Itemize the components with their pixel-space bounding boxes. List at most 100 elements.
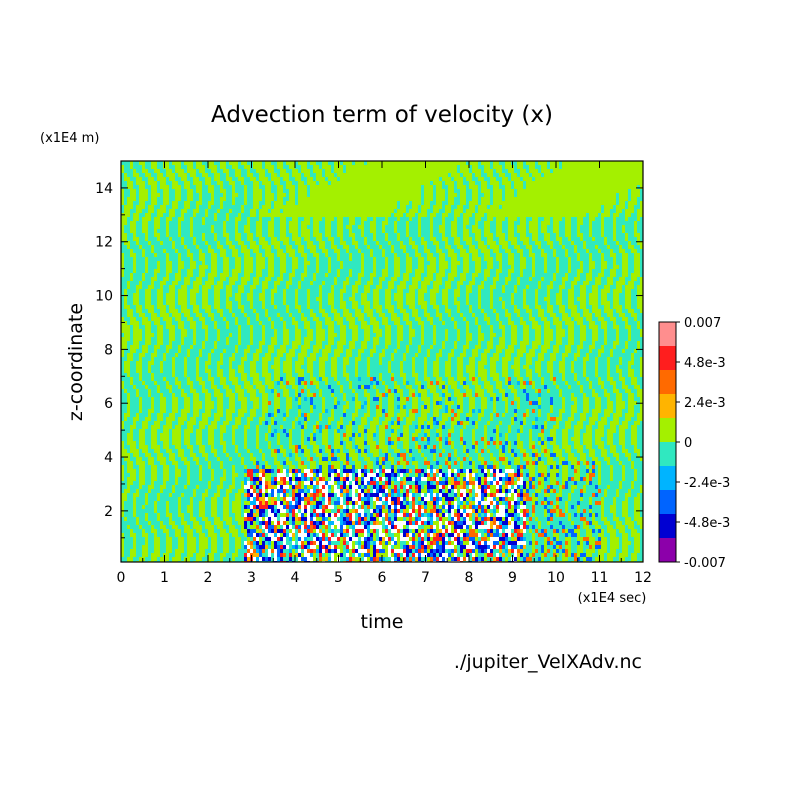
heatmap-cell [130,553,133,557]
heatmap-cell [352,389,355,393]
heatmap-cell [283,217,286,221]
heatmap-cell [211,549,214,553]
heatmap-cell [187,165,190,169]
heatmap-cell [367,337,370,341]
heatmap-cell [307,165,310,169]
heatmap-cell [202,289,205,293]
heatmap-cell [373,349,376,353]
heatmap-cell [121,381,124,385]
heatmap-cell [280,249,283,253]
heatmap-cell [337,169,340,173]
heatmap-cell [193,181,196,185]
heatmap-cell [280,533,283,537]
heatmap-cell [274,557,277,561]
heatmap-cell [352,509,355,513]
heatmap-cell [295,237,298,241]
heatmap-cell [151,457,154,461]
heatmap-cell [361,225,364,229]
heatmap-cell [268,469,271,473]
heatmap-cell [340,209,343,213]
heatmap-cell [334,365,337,369]
heatmap-cell [334,433,337,437]
heatmap-cell [268,233,271,237]
heatmap-cell [316,237,319,241]
heatmap-cell [331,465,334,469]
heatmap-cell [142,181,145,185]
heatmap-cell [358,525,361,529]
heatmap-cell [349,537,352,541]
heatmap-cell [358,449,361,453]
heatmap-cell [283,477,286,481]
heatmap-cell [337,505,340,509]
heatmap-cell [352,297,355,301]
heatmap-cell [265,537,268,541]
heatmap-cell [178,545,181,549]
heatmap-cell [376,517,379,521]
heatmap-cell [127,325,130,329]
heatmap-cell [235,425,238,429]
heatmap-cell [382,181,385,185]
heatmap-cell [190,189,193,193]
heatmap-cell [220,277,223,281]
heatmap-cell [220,205,223,209]
heatmap-cell [286,357,289,361]
heatmap-cell [226,521,229,525]
heatmap-cell [238,325,241,329]
heatmap-cell [265,353,268,357]
heatmap-cell [121,549,124,553]
heatmap-cell [280,229,283,233]
heatmap-cell [265,193,268,197]
heatmap-cell [376,525,379,529]
heatmap-cell [124,237,127,241]
heatmap-cell [265,397,268,401]
heatmap-cell [238,489,241,493]
heatmap-cell [334,205,337,209]
heatmap-cell [154,557,157,561]
heatmap-cell [367,289,370,293]
heatmap-cell [316,233,319,237]
heatmap-cell [253,377,256,381]
heatmap-cell [337,549,340,553]
heatmap-cell [211,429,214,433]
heatmap-cell [298,505,301,509]
heatmap-cell [364,417,367,421]
heatmap-cell [322,213,325,217]
heatmap-cell [259,173,262,177]
heatmap-cell [343,517,346,521]
heatmap-cell [382,429,385,433]
heatmap-cell [322,313,325,317]
heatmap-cell [331,373,334,377]
heatmap-cell [193,241,196,245]
heatmap-cell [235,261,238,265]
heatmap-cell [388,477,391,481]
heatmap-cell [196,485,199,489]
heatmap-cell [124,297,127,301]
heatmap-cell [352,317,355,321]
heatmap-cell [154,477,157,481]
heatmap-cell [298,445,301,449]
heatmap-cell [346,433,349,437]
heatmap-cell [232,193,235,197]
heatmap-cell [373,161,376,165]
heatmap-cell [208,553,211,557]
heatmap-cell [367,313,370,317]
heatmap-cell [331,393,334,397]
heatmap-cell [178,541,181,545]
heatmap-cell [349,193,352,197]
heatmap-cell [319,205,322,209]
heatmap-cell [145,317,148,321]
heatmap-cell [121,169,124,173]
heatmap-cell [178,301,181,305]
heatmap-cell [280,505,283,509]
heatmap-cell [322,241,325,245]
heatmap-cell [133,469,136,473]
heatmap-cell [298,353,301,357]
heatmap-cell [235,321,238,325]
heatmap-cell [388,505,391,509]
heatmap-cell [283,517,286,521]
heatmap-cell [142,429,145,433]
heatmap-cell [319,305,322,309]
heatmap-cell [313,525,316,529]
heatmap-cell [196,365,199,369]
heatmap-cell [328,417,331,421]
